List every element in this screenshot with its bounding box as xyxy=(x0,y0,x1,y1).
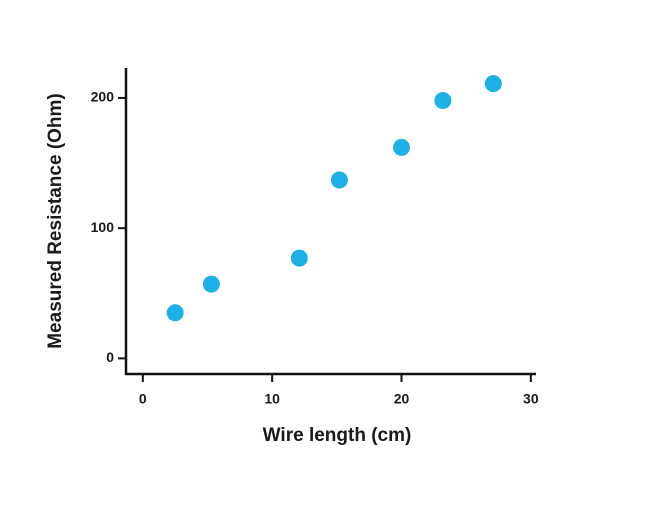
data-point xyxy=(330,171,348,189)
data-point xyxy=(392,138,410,156)
y-tick-label: 0 xyxy=(106,349,114,365)
data-point xyxy=(484,75,502,93)
y-tick-label: 200 xyxy=(91,89,115,105)
x-tick-label: 0 xyxy=(139,391,147,407)
y-axis-title: Measured Resistance (Ohm) xyxy=(45,93,66,349)
x-tick-label: 20 xyxy=(394,391,410,407)
y-tick-label: 100 xyxy=(91,219,115,235)
data-point xyxy=(290,249,308,267)
data-point xyxy=(202,275,220,293)
data-point xyxy=(166,304,184,322)
x-tick-label: 10 xyxy=(264,391,280,407)
x-axis-title: Wire length (cm) xyxy=(263,425,412,446)
x-tick-label: 30 xyxy=(523,391,539,407)
data-point xyxy=(434,92,452,110)
